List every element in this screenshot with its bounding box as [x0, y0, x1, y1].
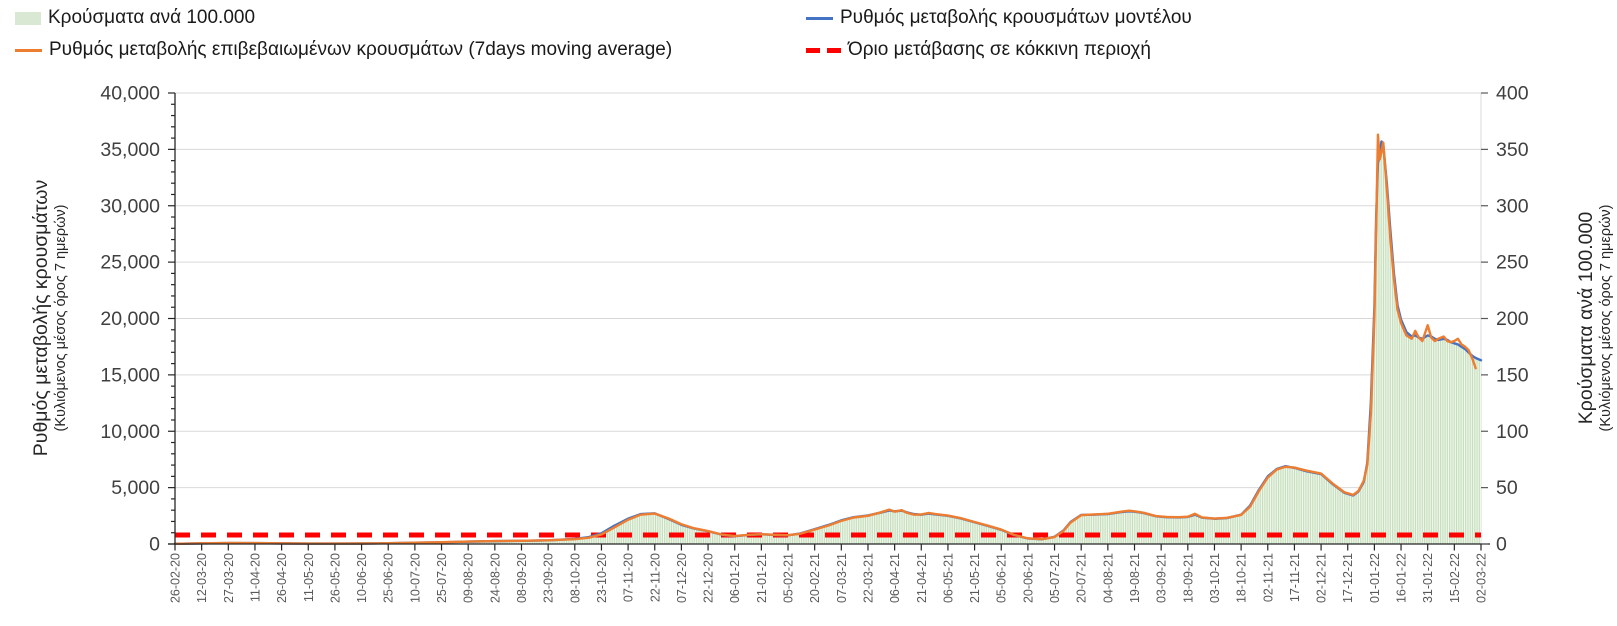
- right-tick-label: 0: [1496, 534, 1507, 556]
- x-tick-label: 17-11-21: [1288, 553, 1302, 602]
- left-tick-label: 15,000: [100, 364, 160, 386]
- x-tick-label: 23-09-20: [542, 553, 556, 603]
- line-series: [173, 133, 1483, 545]
- cases-per-100k-area: [175, 141, 1481, 545]
- legend-item-model-rate: Ρυθμός μεταβολής κρουσμάτων μοντέλου: [806, 6, 1192, 30]
- x-tick-label: 05-02-21: [782, 553, 796, 603]
- x-tick-label: 05-07-21: [1048, 553, 1062, 603]
- right-tick-label: 300: [1496, 195, 1529, 217]
- x-tick-label: 07-12-20: [675, 553, 689, 603]
- x-tick-label: 06-04-21: [888, 553, 902, 603]
- x-tick-label: 09-08-20: [462, 553, 476, 603]
- legend-label: Ρυθμός μεταβολής κρουσμάτων μοντέλου: [840, 7, 1192, 28]
- area-swatch-icon: [15, 11, 41, 25]
- x-tick-label: 07-03-21: [835, 553, 849, 603]
- x-tick-label: 27-03-20: [222, 553, 236, 603]
- legend-label: Κρούσματα ανά 100.000: [48, 7, 256, 28]
- right-tick-label: 350: [1496, 139, 1529, 161]
- x-tick-label: 22-11-20: [648, 553, 662, 602]
- right-tick-label: 250: [1496, 252, 1529, 274]
- gridlines: [175, 92, 1482, 545]
- legend-item-cases-per-100k: Κρούσματα ανά 100.000: [15, 6, 255, 30]
- x-tick-label: 20-07-21: [1075, 553, 1089, 603]
- x-tick-label: 25-06-20: [382, 553, 396, 603]
- left-tick-label: 20,000: [100, 308, 160, 330]
- x-tick-label: 23-10-20: [595, 553, 609, 603]
- x-tick-label: 07-11-20: [622, 553, 636, 602]
- axes-and-ticks: [168, 92, 1490, 551]
- left-tick-label: 40,000: [100, 83, 160, 105]
- x-tick-label: 10-06-20: [355, 553, 369, 603]
- cases-area-series: [175, 141, 1481, 545]
- tick-labels: 0 5,000 10,000 15,000 20,000 25,000 30,000 35,0…: [100, 83, 1528, 604]
- x-tick-label: 20-06-21: [1021, 553, 1035, 603]
- x-tick-label: 11-04-20: [248, 553, 262, 602]
- left-tick-label: 35,000: [100, 139, 160, 161]
- x-tick-label: 26-02-20: [169, 553, 183, 603]
- blue-line-swatch-icon: [806, 16, 833, 20]
- x-tick-label: 08-09-20: [515, 553, 529, 603]
- x-tick-label: 03-10-21: [1208, 553, 1222, 603]
- x-tick-label: 04-08-21: [1101, 553, 1115, 603]
- left-tick-label: 10,000: [100, 421, 160, 443]
- red-dash-swatch-icon: [806, 47, 841, 53]
- x-tick-label: 19-08-21: [1128, 553, 1142, 603]
- x-tick-label: 11-05-20: [302, 553, 316, 602]
- x-tick-label: 15-02-22: [1448, 553, 1462, 603]
- x-tick-label: 18-09-21: [1181, 553, 1195, 603]
- legend-item-red-threshold: Όριο μετάβασης σε κόκκινη περιοχή: [806, 38, 1151, 62]
- x-tick-label: 21-01-21: [755, 553, 769, 603]
- right-tick-label: 200: [1496, 308, 1529, 330]
- left-tick-label: 30,000: [100, 195, 160, 217]
- x-tick-label: 02-03-22: [1475, 553, 1489, 603]
- x-tick-label: 18-10-21: [1235, 553, 1249, 603]
- x-tick-label: 06-01-21: [728, 553, 742, 603]
- x-tick-label: 21-05-21: [968, 553, 982, 603]
- x-tick-label: 25-07-20: [435, 553, 449, 603]
- x-tick-label: 02-11-21: [1261, 553, 1275, 602]
- right-tick-label: 100: [1496, 421, 1529, 443]
- x-tick-label: 22-03-21: [861, 553, 875, 603]
- x-tick-label: 17-12-21: [1341, 553, 1355, 603]
- right-tick-label: 400: [1496, 83, 1529, 105]
- x-tick-label: 02-12-21: [1315, 553, 1329, 603]
- x-tick-label: 03-09-21: [1155, 553, 1169, 603]
- right-tick-label: 150: [1496, 364, 1529, 386]
- legend-item-confirmed-rate: Ρυθμός μεταβολής επιβεβαιωμένων κρουσμάτ…: [15, 38, 672, 62]
- x-tick-label: 26-05-20: [328, 553, 342, 603]
- left-tick-label: 0: [149, 534, 160, 556]
- left-tick-label: 25,000: [100, 252, 160, 274]
- orange-line-swatch-icon: [15, 48, 42, 52]
- x-tick-label: 26-04-20: [275, 553, 289, 603]
- x-tick-label: 16-01-22: [1395, 553, 1409, 603]
- x-tick-label: 06-05-21: [941, 553, 955, 603]
- x-tick-label: 21-04-21: [915, 553, 929, 603]
- x-tick-label: 05-06-21: [995, 553, 1009, 603]
- x-tick-label: 20-02-21: [808, 553, 822, 603]
- legend-label: Όριο μετάβασης σε κόκκινη περιοχή: [848, 39, 1151, 60]
- x-tick-label: 10-07-20: [408, 553, 422, 603]
- x-tick-label: 12-03-20: [195, 553, 209, 603]
- left-tick-label: 5,000: [111, 477, 160, 499]
- legend-label: Ρυθμός μεταβολής επιβεβαιωμένων κρουσμάτ…: [49, 39, 673, 60]
- right-tick-label: 50: [1496, 477, 1518, 499]
- x-tick-label: 22-12-20: [702, 553, 716, 603]
- x-tick-label: 01-01-22: [1368, 553, 1382, 603]
- x-tick-label: 31-01-22: [1421, 553, 1435, 603]
- x-tick-label: 24-08-20: [488, 553, 502, 603]
- x-tick-label: 08-10-20: [568, 553, 582, 603]
- confirmed-line: [173, 133, 1477, 545]
